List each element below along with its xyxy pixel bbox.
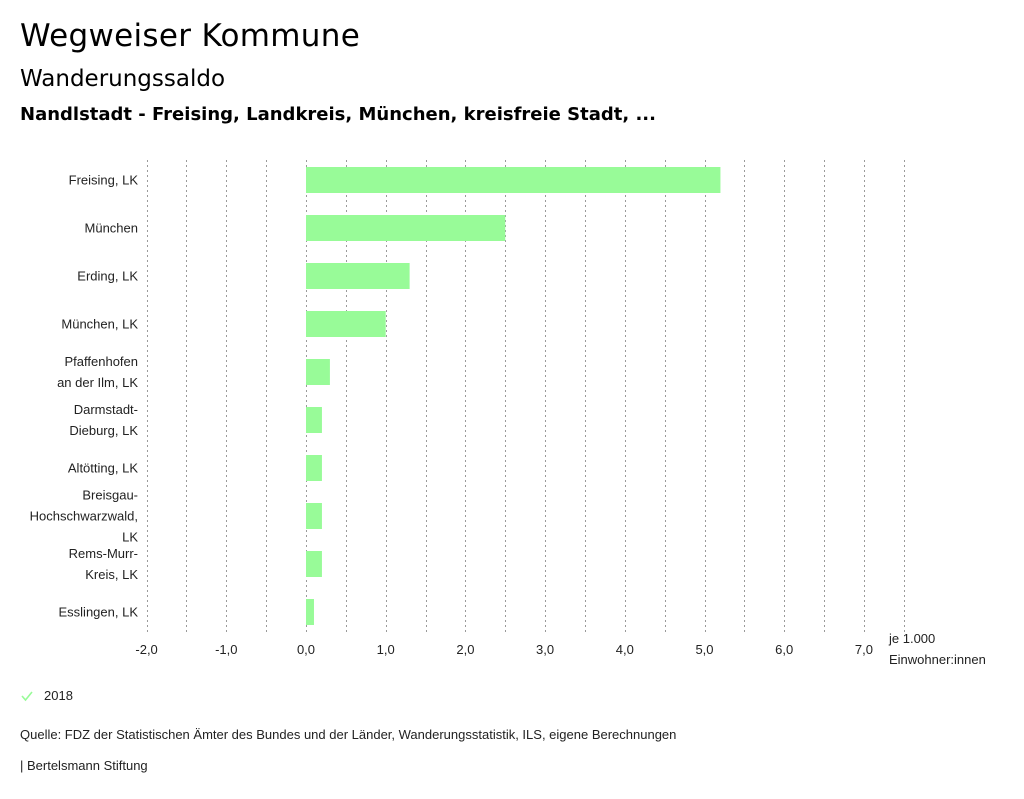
x-tick-label: 3,0 [536,642,554,657]
bar[interactable] [306,551,322,577]
x-tick-label: 6,0 [775,642,793,657]
chart-subtitle: Wanderungssaldo [20,66,226,92]
bar[interactable] [306,599,314,625]
category-label: Freising, LK [69,173,139,188]
source-note: Quelle: FDZ der Statistischen Ämter des … [20,727,677,742]
category-label: Rems-Murr-Kreis, LK [69,546,139,582]
category-label: Darmstadt-Dieburg, LK [69,402,138,438]
region-selection: Nandlstadt - Freising, Landkreis, Münche… [20,104,656,125]
x-tick-label: 7,0 [855,642,873,657]
bar[interactable] [306,503,322,529]
bars [306,167,721,625]
publisher-note: | Bertelsmann Stiftung [20,758,148,773]
category-label: München, LK [61,317,138,332]
bar[interactable] [306,311,386,337]
x-tick-label: 0,0 [297,642,315,657]
category-label: Altötting, LK [68,461,138,476]
bar[interactable] [306,359,330,385]
x-axis-ticks: -2,0 -1,0 0,0 1,0 2,0 3,0 4,0 5,0 6,0 7,0 [135,642,873,657]
legend[interactable]: 2018 [20,688,73,703]
x-tick-label: -1,0 [215,642,237,657]
grid-lines [147,160,905,635]
category-label: Esslingen, LK [59,605,139,620]
x-tick-label: 5,0 [695,642,713,657]
x-axis-label: Einwohner:innen [889,652,986,667]
bar[interactable] [306,407,322,433]
category-labels: Freising, LK München Erding, LK München, LK… [30,173,139,620]
bar[interactable] [306,215,506,241]
x-tick-label: 1,0 [377,642,395,657]
x-tick-label: 4,0 [616,642,634,657]
category-label: München [85,221,138,236]
category-label: Pfaffenhofen an der Ilm, LK [57,354,138,390]
legend-label: 2018 [44,688,73,703]
x-tick-label: -2,0 [135,642,157,657]
category-label: Erding, LK [77,269,138,284]
category-label: Breisgau-Hochschwarzwald, LK [30,488,139,545]
legend-check-icon[interactable] [20,689,34,703]
bar[interactable] [306,263,410,289]
x-axis-unit: je 1.000 Einwohner:innen [888,631,986,667]
bar[interactable] [306,455,322,481]
bar[interactable] [306,167,721,193]
x-tick-label: 2,0 [456,642,474,657]
bar-chart: Freising, LK München Erding, LK München, LK… [30,160,986,667]
x-axis-label: je 1.000 [888,631,935,646]
page-title: Wegweiser Kommune [20,18,361,54]
